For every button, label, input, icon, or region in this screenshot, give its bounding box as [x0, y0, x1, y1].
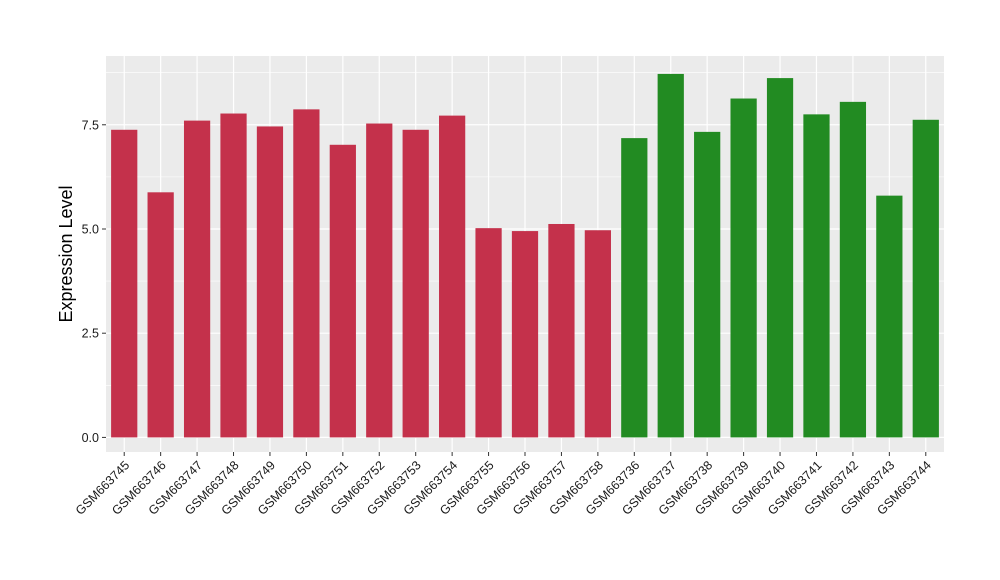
y-tick-label: 2.5 [82, 327, 99, 341]
bar [839, 101, 867, 438]
bar [766, 78, 794, 438]
bar [439, 115, 466, 438]
bar [694, 131, 721, 438]
bar [293, 109, 320, 438]
x-axis: GSM663745GSM663746GSM663747GSM663748GSM6… [73, 452, 934, 518]
bar [256, 126, 284, 438]
bar [621, 138, 648, 438]
bar [511, 231, 539, 438]
y-axis-title: Expression Level [56, 185, 76, 322]
bar [548, 223, 575, 438]
bar [876, 195, 903, 438]
bar [220, 113, 247, 438]
bar [657, 73, 684, 438]
bar [730, 98, 757, 438]
y-tick-label: 0.0 [82, 431, 99, 445]
bar [912, 119, 939, 438]
bar [475, 228, 502, 438]
bar [402, 129, 429, 438]
bar [183, 120, 211, 438]
bar [329, 144, 356, 438]
y-tick-label: 7.5 [82, 118, 99, 132]
bar [111, 129, 138, 438]
bar [366, 123, 393, 438]
y-tick-label: 5.0 [82, 222, 99, 236]
bars [111, 73, 939, 438]
y-axis: 0.0 2.5 5.0 7.5 [82, 118, 106, 445]
bar [584, 230, 611, 438]
bar [803, 114, 830, 438]
bar [147, 192, 174, 438]
